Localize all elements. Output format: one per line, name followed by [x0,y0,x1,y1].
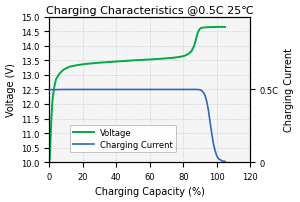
Voltage [206,27,210,29]
Voltage [183,55,187,58]
Line: Charging Current: Charging Current [49,90,225,162]
Charging Current [47,89,51,92]
Voltage [178,56,182,59]
Voltage [161,58,165,61]
Voltage [54,79,58,81]
Y-axis label: Charging Current: Charging Current [284,48,294,132]
Voltage [115,61,118,63]
Charging Current [190,89,194,91]
Voltage [49,144,52,146]
Charging Current [131,89,135,91]
Voltage [190,50,194,53]
Voltage [98,62,101,65]
Charging Current [64,89,68,91]
Voltage [51,98,55,100]
Charging Current [217,158,220,160]
X-axis label: Charging Capacity (%): Charging Capacity (%) [95,186,205,197]
Voltage [48,155,52,158]
Charging Current [215,155,218,157]
Title: Charging Characteristics @0.5C 25℃: Charging Characteristics @0.5C 25℃ [46,5,254,16]
Voltage [84,63,88,66]
Voltage [63,68,66,71]
Charging Current [223,160,227,163]
Voltage [68,66,71,69]
Charging Current [203,95,207,97]
Voltage [52,86,56,88]
Voltage [148,59,152,61]
Charging Current [205,100,208,103]
Voltage [194,40,198,42]
Legend: Voltage, Charging Current: Voltage, Charging Current [70,125,176,153]
Voltage [197,29,201,32]
Voltage [47,161,51,164]
Voltage [74,65,78,67]
Voltage [131,60,135,62]
Charging Current [220,160,224,162]
Voltage [186,54,190,56]
Voltage [171,57,175,60]
Voltage [49,126,53,129]
Voltage [196,33,199,36]
Voltage [57,74,60,77]
Y-axis label: Voltage (V): Voltage (V) [6,63,16,117]
Charging Current [195,89,198,91]
Voltage [50,109,54,112]
Line: Voltage: Voltage [49,28,225,162]
Charging Current [202,92,205,94]
Voltage [215,26,218,29]
Voltage [192,45,196,48]
Charging Current [208,121,212,123]
Charging Current [182,89,185,91]
Charging Current [212,142,215,145]
Charging Current [198,89,202,92]
Voltage [202,27,205,29]
Charging Current [200,90,203,92]
Charging Current [206,109,210,112]
Voltage [199,28,202,30]
Charging Current [210,132,214,135]
Voltage [223,26,227,29]
Charging Current [56,89,59,91]
Charging Current [213,149,217,152]
Voltage [59,72,63,74]
